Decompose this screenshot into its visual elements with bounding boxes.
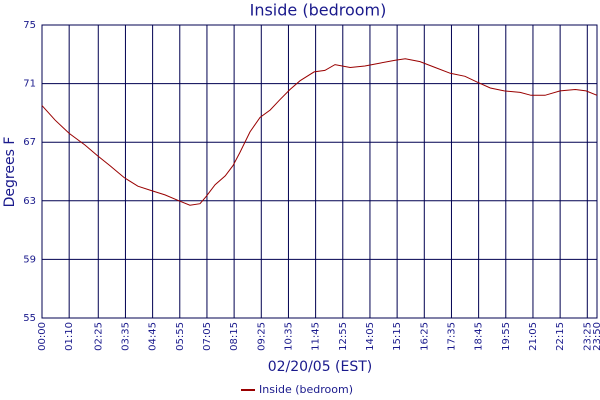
x-tick-label: 12:55 xyxy=(338,322,349,351)
x-tick-label: 22:15 xyxy=(555,322,566,351)
x-tick-label: 16:25 xyxy=(419,322,430,351)
y-tick-label: 71 xyxy=(23,79,36,90)
chart-title: Inside (bedroom) xyxy=(250,1,387,20)
x-tick-label: 19:55 xyxy=(501,322,512,351)
x-tick-label: 05:55 xyxy=(175,322,186,351)
x-tick-label: 21:05 xyxy=(528,322,539,351)
x-tick-label: 03:35 xyxy=(120,322,131,351)
x-tick-label: 04:45 xyxy=(148,322,159,351)
x-tick-label: 23:50 xyxy=(592,322,600,351)
x-tick-label: 18:45 xyxy=(474,322,485,351)
data-line xyxy=(41,58,598,206)
y-tick-label: 55 xyxy=(23,313,36,324)
x-tick-label: 15:15 xyxy=(392,322,403,351)
x-tick-label: 17:35 xyxy=(446,322,457,351)
legend-label: Inside (bedroom) xyxy=(259,383,353,396)
x-tick-label: 07:05 xyxy=(202,322,213,351)
x-tick-label: 09:25 xyxy=(256,322,267,351)
y-tick-label: 67 xyxy=(23,137,36,148)
y-tick-label: 75 xyxy=(23,20,36,31)
plot-area xyxy=(41,24,598,319)
x-tick-label: 02:25 xyxy=(93,322,104,351)
y-tick-label: 59 xyxy=(23,254,36,265)
y-axis-title: Degrees F xyxy=(2,137,18,208)
x-tick-label: 23:25 xyxy=(582,322,593,351)
x-tick-label: 10:35 xyxy=(283,322,294,351)
x-tick-label: 01:10 xyxy=(64,322,75,351)
x-tick-label: 14:05 xyxy=(365,322,376,351)
y-tick-label: 63 xyxy=(23,196,36,207)
x-tick-label: 11:45 xyxy=(311,322,322,351)
x-axis-title: 02/20/05 (EST) xyxy=(268,359,373,375)
x-tick-label: 08:15 xyxy=(229,322,240,351)
x-tick-label: 00:00 xyxy=(37,322,48,351)
